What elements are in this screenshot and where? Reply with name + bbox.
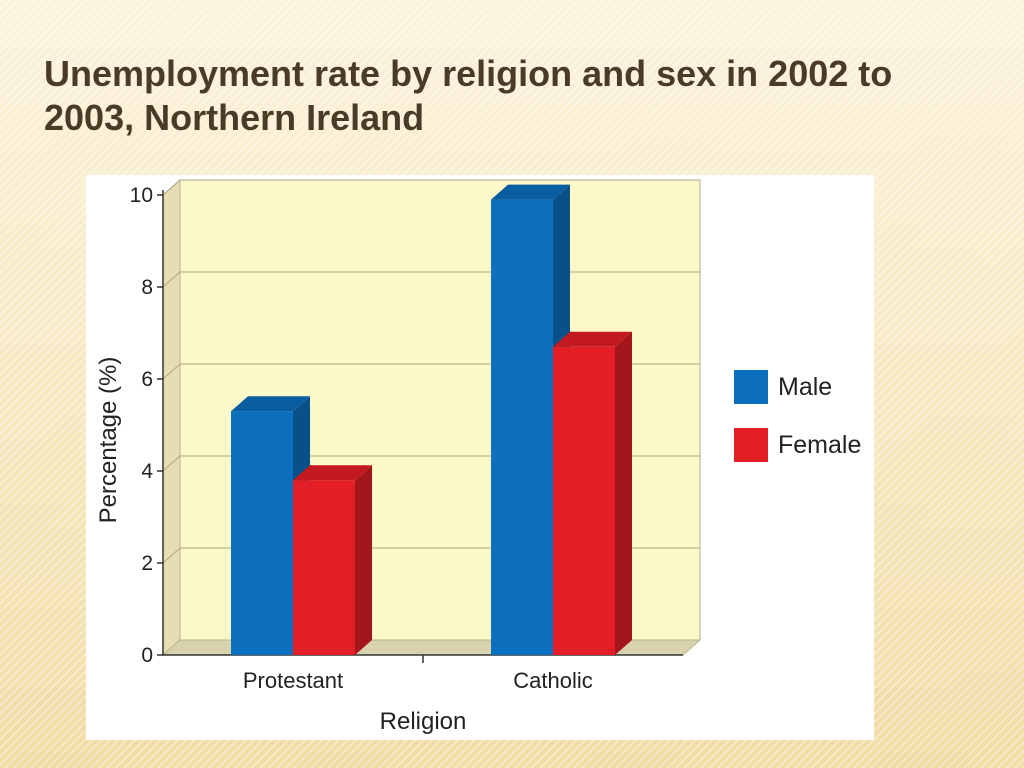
y-tick-label: 10 xyxy=(130,184,153,207)
side-wall xyxy=(162,178,181,657)
y-tick-label: 0 xyxy=(141,644,153,667)
bar-chart: 0 2 4 6 8 10 Protestant Catholic Religion Percent… xyxy=(95,178,702,735)
y-tick-label: 2 xyxy=(141,552,153,575)
y-tick-label: 8 xyxy=(141,276,153,299)
legend-item: Female xyxy=(734,428,874,462)
legend-label: Female xyxy=(778,430,862,459)
bar xyxy=(293,465,372,655)
bar-front xyxy=(293,480,355,655)
x-axis-title: Religion xyxy=(380,708,467,735)
bar-top xyxy=(491,184,570,200)
legend-label: Male xyxy=(778,372,833,401)
bar-front xyxy=(231,411,293,655)
y-tick-label: 4 xyxy=(141,460,153,483)
bar-side xyxy=(615,331,632,655)
gridline xyxy=(162,179,700,196)
bar-top xyxy=(293,465,372,481)
bar-front xyxy=(491,199,553,655)
slide-title: Unemployment rate by religion and sex in… xyxy=(44,53,893,138)
bar xyxy=(231,396,310,655)
bar-top xyxy=(553,331,632,347)
legend-item: Male xyxy=(734,370,874,404)
chart-panel: 0 2 4 6 8 10 Protestant Catholic Religion Percent… xyxy=(86,175,874,740)
x-tick-label: Protestant xyxy=(243,668,343,693)
x-tick-label: Catholic xyxy=(513,668,592,693)
legend-swatch xyxy=(734,370,768,404)
chart-legend: Male Female xyxy=(734,370,874,486)
y-tick-label: 6 xyxy=(141,368,153,391)
y-axis-title: Percentage (%) xyxy=(95,357,122,524)
bar-top xyxy=(231,396,310,412)
legend-swatch xyxy=(734,428,768,462)
bar-front xyxy=(553,346,615,655)
bar xyxy=(553,331,632,655)
bar-side xyxy=(355,465,372,655)
